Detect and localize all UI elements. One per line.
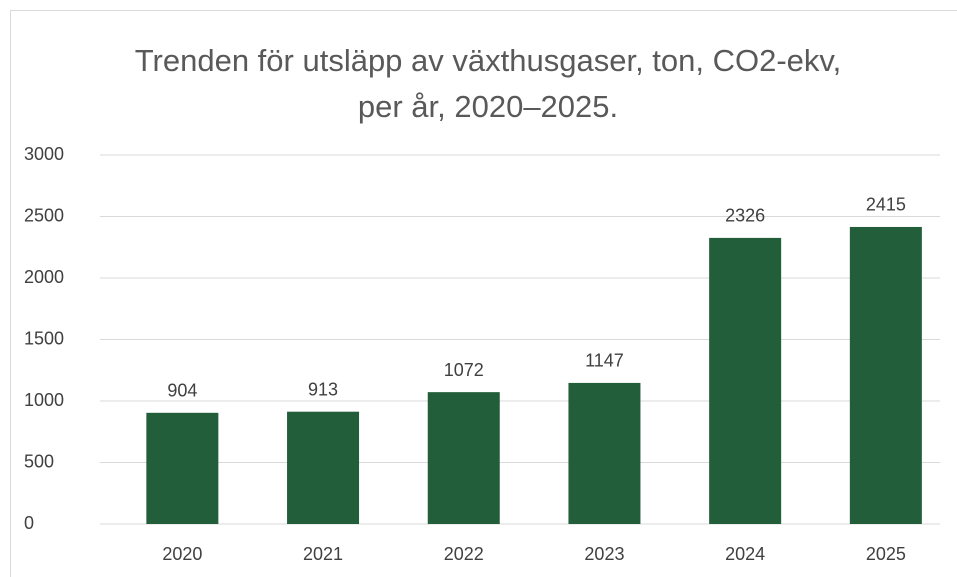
data-label: 1147: [585, 351, 624, 371]
bar: [709, 237, 782, 525]
y-tick-label: 3000: [24, 144, 64, 164]
chart-title: Trenden för utsläpp av växthusgaser, ton…: [134, 43, 842, 124]
x-tick-label: 2023: [584, 544, 624, 564]
data-label: 1072: [444, 360, 484, 380]
data-label: 904: [167, 381, 197, 401]
x-tick-label: 2025: [866, 544, 906, 564]
data-label: 2415: [866, 195, 906, 215]
y-tick-label: 2000: [24, 267, 64, 287]
y-tick-label: 1500: [24, 328, 64, 348]
x-tick-label: 2021: [303, 544, 343, 564]
x-tick-label: 2020: [162, 544, 202, 564]
bar: [146, 412, 219, 524]
data-label: 913: [308, 379, 338, 399]
chart-border: [10, 10, 957, 577]
bar: [427, 392, 500, 524]
x-tick-label: 2022: [444, 544, 484, 564]
bar: [568, 382, 641, 524]
y-tick-label: 1000: [24, 390, 64, 410]
bar: [849, 226, 922, 524]
y-tick-label: 2500: [24, 205, 64, 225]
y-tick-label: 0: [24, 513, 34, 533]
data-label: 2326: [725, 206, 765, 226]
bar: [287, 411, 360, 524]
y-tick-label: 500: [24, 451, 54, 471]
x-tick-label: 2024: [725, 544, 765, 564]
